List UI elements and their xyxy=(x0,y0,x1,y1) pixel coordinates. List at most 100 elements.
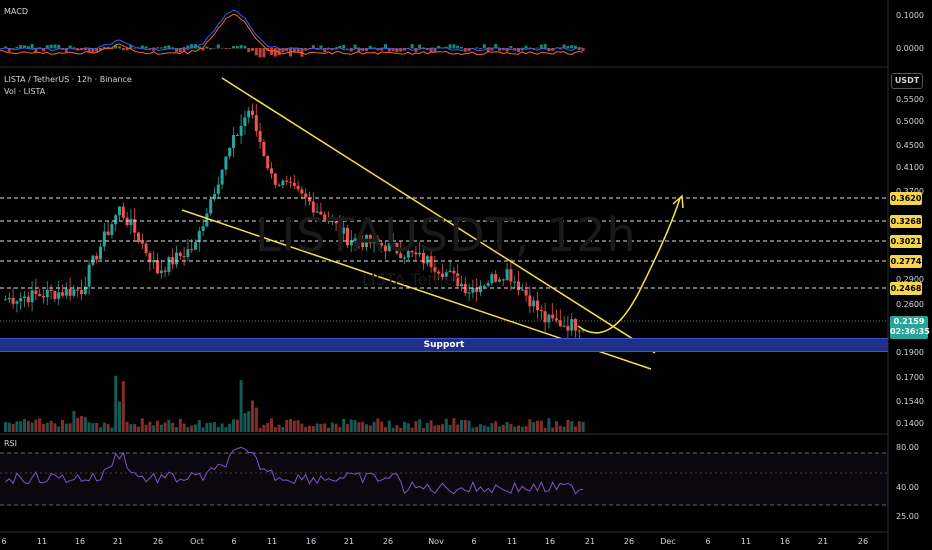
macd-histogram-bar xyxy=(338,46,342,49)
volume-bar xyxy=(327,427,330,432)
volume-bar xyxy=(254,407,258,432)
volume-bar xyxy=(353,420,357,432)
macd-histogram-bar xyxy=(562,44,566,49)
candle xyxy=(182,256,186,258)
volume-bar xyxy=(403,421,406,432)
volume-bar xyxy=(182,423,186,432)
candle xyxy=(64,288,68,296)
candle xyxy=(83,286,87,295)
volume-bar xyxy=(178,418,182,432)
volume-bar xyxy=(144,424,148,432)
macd-histogram-bar xyxy=(346,47,349,49)
candle xyxy=(547,314,551,323)
volume-bar xyxy=(460,419,463,432)
candle xyxy=(357,238,361,242)
currency-unit-button[interactable]: USDT xyxy=(891,73,923,89)
macd-histogram-bar xyxy=(460,46,463,49)
volume-bar xyxy=(186,427,190,432)
macd-histogram-bar xyxy=(11,48,15,49)
volume-bar xyxy=(509,423,513,432)
macd-histogram-bar xyxy=(30,44,34,49)
volume-bar xyxy=(486,426,490,432)
macd-histogram-bar xyxy=(91,48,95,53)
volume-bar xyxy=(479,424,482,432)
macd-histogram-bar xyxy=(262,48,266,58)
macd-histogram-bar xyxy=(304,48,308,50)
macd-histogram-bar xyxy=(76,48,80,51)
candle xyxy=(414,252,418,255)
macd-histogram-bar xyxy=(524,45,528,49)
macd-title: MACD xyxy=(4,7,28,16)
volume-bar xyxy=(194,424,197,432)
volume-title[interactable]: Vol · LISTA xyxy=(4,87,46,96)
candle xyxy=(129,219,133,225)
macd-histogram-bar xyxy=(422,48,425,50)
volume-bar xyxy=(216,427,220,432)
volume-bar xyxy=(95,422,99,432)
price-tick: 0.5500 xyxy=(896,95,924,104)
candle xyxy=(209,199,213,214)
macd-histogram-bar xyxy=(38,47,42,49)
volume-bar xyxy=(456,424,460,432)
candle xyxy=(543,311,547,323)
macd-histogram-bar xyxy=(384,44,387,49)
candle xyxy=(228,147,232,157)
macd-histogram-bar xyxy=(551,48,555,51)
volume-bar xyxy=(414,421,418,432)
candle xyxy=(475,287,479,292)
candle xyxy=(232,135,235,148)
volume-bar xyxy=(505,421,509,432)
candle xyxy=(441,273,444,278)
price-tick: 0.4100 xyxy=(896,163,924,172)
macd-histogram-bar xyxy=(213,47,216,49)
macd-histogram-bar xyxy=(144,46,148,49)
volume-bar xyxy=(577,421,581,432)
candle xyxy=(121,206,125,218)
volume-bar xyxy=(61,419,64,432)
macd-histogram-bar xyxy=(490,48,494,51)
candle xyxy=(266,155,270,169)
candle xyxy=(194,242,197,250)
volume-bar xyxy=(64,423,68,432)
candle xyxy=(536,300,539,311)
candle xyxy=(95,255,99,260)
candle xyxy=(167,257,171,272)
symbol-watermark-sub: LISTA Tether xyxy=(362,270,461,289)
candle xyxy=(539,310,543,312)
candle xyxy=(235,135,239,137)
symbol-title[interactable]: LISTA / TetherUS · 12h · Binance xyxy=(4,75,132,84)
time-tick: Nov xyxy=(428,537,444,546)
volume-bar xyxy=(76,417,80,432)
volume-bar xyxy=(558,425,562,432)
volume-bar xyxy=(349,419,353,432)
macd-histogram-bar xyxy=(395,48,399,52)
candle xyxy=(247,110,251,118)
candle xyxy=(399,253,403,259)
volume-bar xyxy=(235,419,239,432)
macd-histogram-bar xyxy=(581,48,585,51)
macd-histogram-bar xyxy=(83,48,87,51)
candle xyxy=(11,297,15,304)
macd-histogram-bar xyxy=(258,48,262,58)
candle xyxy=(353,238,357,241)
volume-bar xyxy=(53,423,57,432)
macd-histogram-bar xyxy=(186,45,190,49)
time-tick: 26 xyxy=(858,537,868,546)
candle xyxy=(384,245,387,252)
macd-histogram-bar xyxy=(235,46,239,49)
volume-bar xyxy=(319,424,323,432)
current-price-tag: 0.2159 02:36:35 xyxy=(890,316,930,339)
volume-bar xyxy=(551,427,555,432)
candle xyxy=(418,252,422,255)
candle xyxy=(513,281,517,283)
macd-histogram-bar xyxy=(171,47,175,49)
candle xyxy=(220,169,224,185)
volume-bar xyxy=(243,413,247,432)
volume-bar xyxy=(581,421,585,432)
macd-histogram-bar xyxy=(357,48,361,52)
macd-histogram-bar xyxy=(513,48,517,51)
macd-histogram-bar xyxy=(509,46,513,49)
candle xyxy=(395,242,399,254)
volume-bar xyxy=(266,423,270,432)
